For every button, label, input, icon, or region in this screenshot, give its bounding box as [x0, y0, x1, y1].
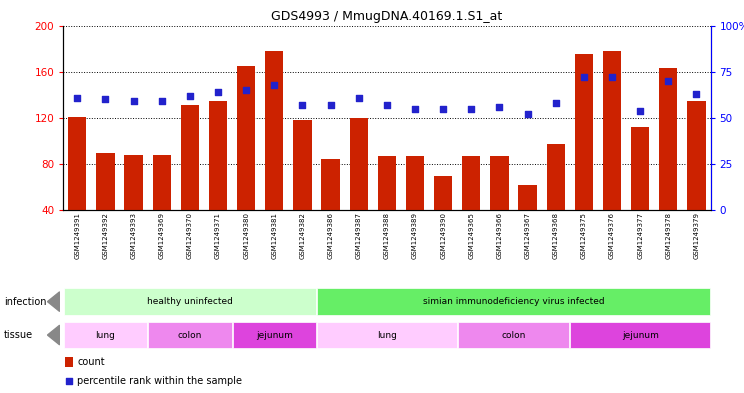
Bar [64, 322, 147, 348]
Bar [148, 322, 231, 348]
Point [71, 94, 83, 101]
Bar [687, 101, 705, 210]
Point [63, 378, 75, 384]
Point [269, 81, 280, 88]
Bar [458, 322, 569, 348]
Bar [571, 322, 710, 348]
Bar [321, 160, 340, 210]
Text: lung: lung [95, 331, 115, 340]
Point [690, 91, 702, 97]
Bar [490, 156, 509, 210]
Point [155, 98, 167, 105]
Bar [317, 288, 710, 315]
Point [550, 100, 562, 106]
Point [100, 96, 112, 103]
Text: jejunum: jejunum [256, 331, 292, 340]
Point [493, 104, 505, 110]
Bar [547, 145, 565, 210]
Bar [237, 66, 255, 210]
Point [128, 98, 140, 105]
Point [409, 105, 421, 112]
Point [381, 102, 393, 108]
Bar [68, 117, 86, 210]
Polygon shape [48, 292, 60, 311]
Point [297, 102, 309, 108]
Point [606, 74, 618, 81]
Bar [406, 156, 424, 210]
Bar [350, 118, 368, 210]
Point [353, 94, 365, 101]
Bar [124, 155, 143, 210]
Text: healthy uninfected: healthy uninfected [147, 297, 233, 306]
Bar [153, 155, 171, 210]
Text: percentile rank within the sample: percentile rank within the sample [77, 376, 243, 386]
Bar [293, 120, 312, 210]
Bar [462, 156, 481, 210]
Text: jejunum: jejunum [622, 331, 658, 340]
Text: colon: colon [501, 331, 526, 340]
Point [465, 105, 477, 112]
Bar [65, 357, 74, 367]
Bar [631, 127, 650, 210]
Bar [519, 185, 536, 210]
Bar [64, 288, 316, 315]
Bar [96, 152, 115, 210]
Text: simian immunodeficiency virus infected: simian immunodeficiency virus infected [423, 297, 604, 306]
Text: colon: colon [178, 331, 202, 340]
Title: GDS4993 / MmugDNA.40169.1.S1_at: GDS4993 / MmugDNA.40169.1.S1_at [272, 10, 502, 23]
Bar [603, 51, 621, 210]
Bar [265, 51, 283, 210]
Bar [434, 176, 452, 210]
Bar [209, 101, 227, 210]
Point [240, 87, 252, 93]
Bar [233, 322, 316, 348]
Bar [574, 54, 593, 210]
Point [662, 78, 674, 84]
Text: tissue: tissue [4, 330, 33, 340]
Bar [317, 322, 457, 348]
Text: lung: lung [377, 331, 397, 340]
Bar [181, 105, 199, 210]
Polygon shape [48, 325, 60, 345]
Point [212, 89, 224, 95]
Point [578, 74, 590, 81]
Text: infection: infection [4, 297, 46, 307]
Point [184, 93, 196, 99]
Bar [659, 68, 678, 210]
Text: count: count [77, 357, 105, 367]
Point [324, 102, 336, 108]
Point [634, 107, 646, 114]
Bar [378, 156, 396, 210]
Point [522, 111, 533, 118]
Point [437, 105, 449, 112]
